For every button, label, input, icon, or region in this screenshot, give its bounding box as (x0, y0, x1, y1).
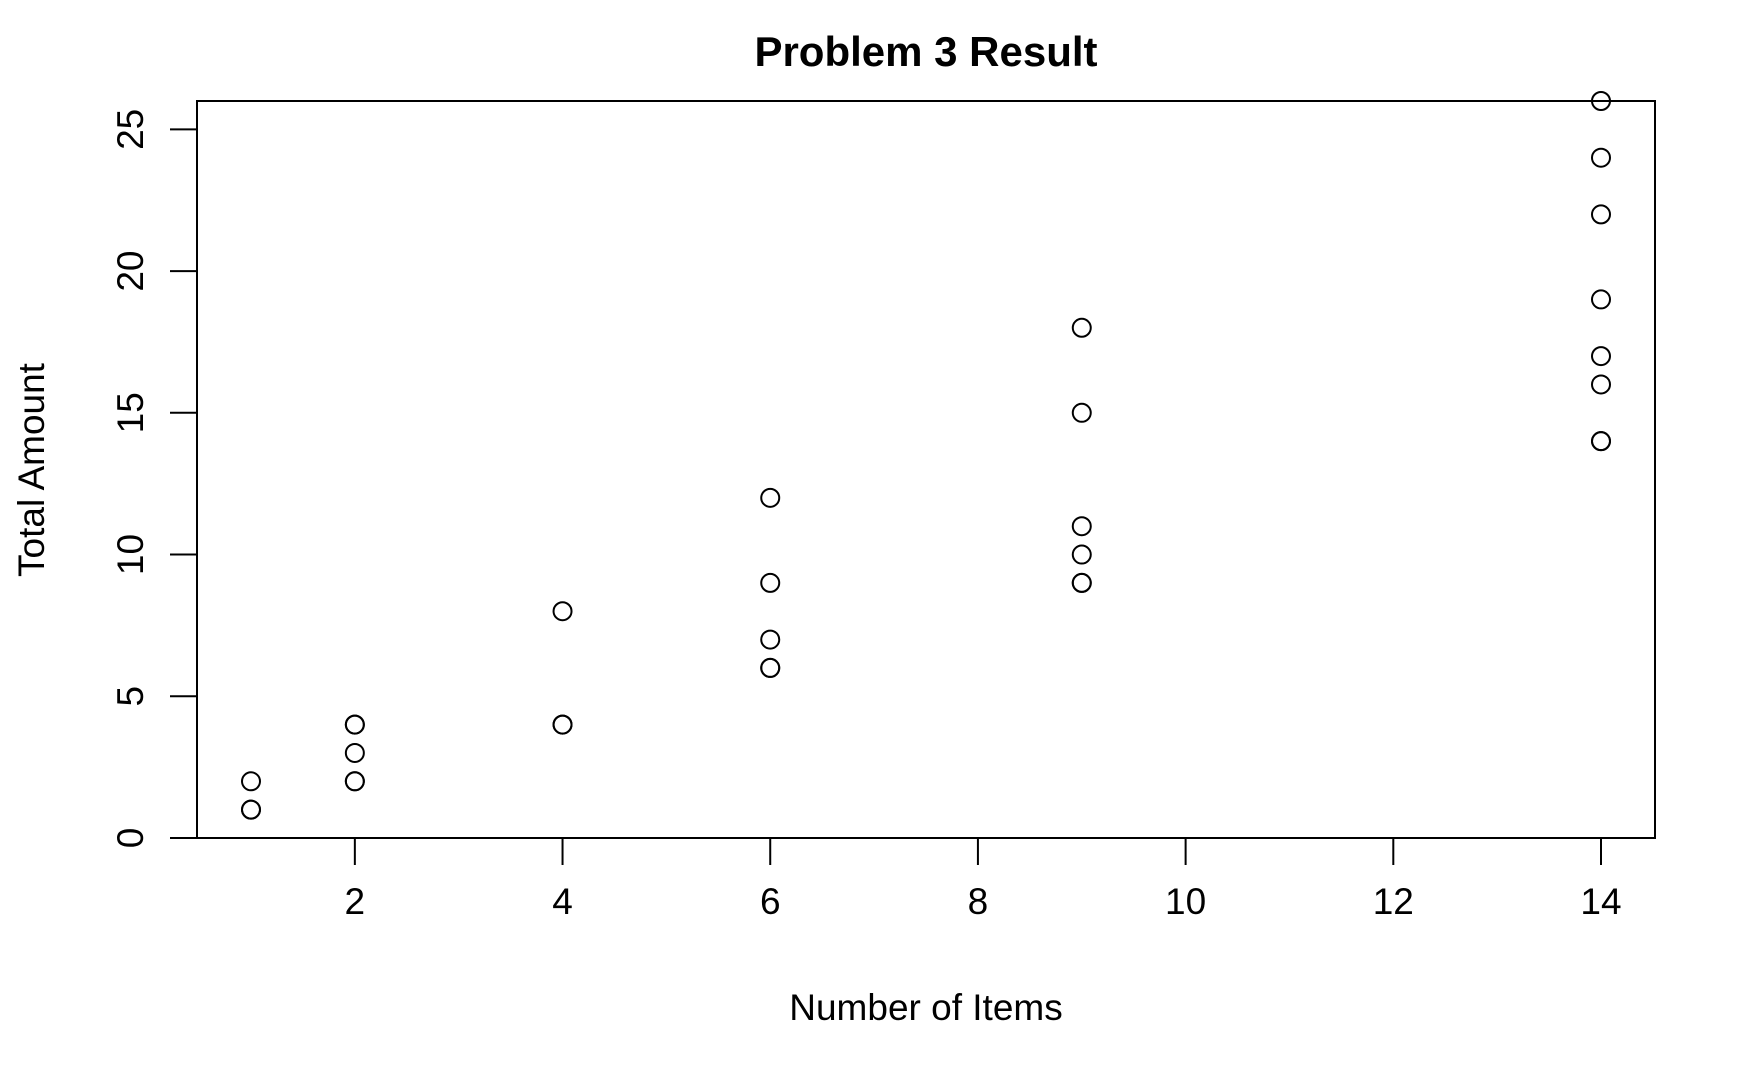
data-point-18 (1071, 516, 1092, 537)
y-tick-label-10: 10 (110, 534, 151, 575)
data-point-21 (1071, 572, 1092, 593)
x-tick-label-12: 12 (1373, 881, 1414, 922)
data-point-16 (1071, 317, 1092, 338)
data-point-5 (344, 742, 365, 763)
data-point-2 (241, 799, 261, 820)
data-point-4 (344, 714, 365, 735)
data-point-29 (1591, 431, 1611, 452)
data-point-19 (1071, 544, 1092, 565)
data-point-17 (1071, 402, 1092, 423)
y-tick-label-20: 20 (110, 250, 151, 291)
data-point-22 (1591, 91, 1611, 111)
y-tick-label-15: 15 (110, 392, 151, 433)
x-tick-label-8: 8 (968, 881, 989, 922)
data-point-15 (760, 657, 781, 678)
x-tick-label-14: 14 (1580, 881, 1621, 922)
data-point-27 (1591, 374, 1611, 395)
plot-frame (196, 100, 1656, 839)
x-axis-label: Number of Items (789, 987, 1062, 1028)
data-point-7 (344, 771, 365, 792)
data-point-10 (552, 714, 573, 735)
x-tick-label-10: 10 (1165, 881, 1206, 922)
data-point-8 (552, 601, 573, 622)
y-tick-label-5: 5 (110, 686, 151, 707)
x-tick-label-6: 6 (760, 881, 781, 922)
chart-title: Problem 3 Result (754, 28, 1097, 75)
data-point-12 (760, 572, 781, 593)
y-tick-label-0: 0 (110, 828, 151, 849)
data-point-11 (760, 487, 781, 508)
data-point-25 (1591, 289, 1611, 310)
x-tick-label-2: 2 (345, 881, 366, 922)
x-tick-label-4: 4 (552, 881, 573, 922)
y-axis-label: Total Amount (11, 362, 52, 577)
data-point-26 (1591, 346, 1611, 367)
data-point-24 (1591, 204, 1611, 225)
data-point-23 (1591, 147, 1611, 168)
y-axis: 0 5 10 15 20 25 (110, 109, 198, 849)
data-point-13 (760, 629, 781, 650)
y-tick-label-25: 25 (110, 109, 151, 150)
x-axis: 2 4 6 8 10 12 14 (345, 837, 1622, 922)
data-points (241, 91, 1611, 820)
data-point-0 (241, 771, 261, 792)
